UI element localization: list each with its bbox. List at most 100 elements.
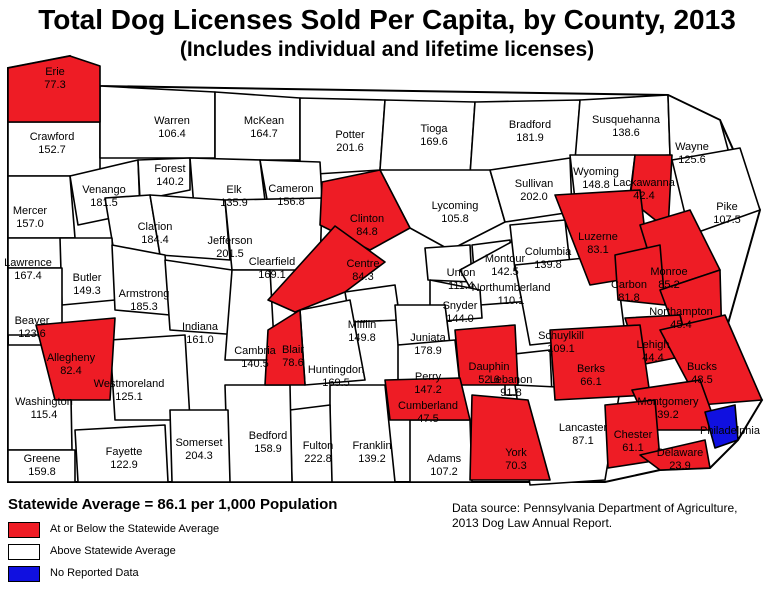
county-name-dauphin: Dauphin xyxy=(469,361,510,373)
county-fayette xyxy=(74,424,169,483)
county-name-lackawanna: Lackawanna xyxy=(613,177,676,189)
county-name-delaware: Delaware xyxy=(657,447,703,459)
county-value-mifflin: 149.8 xyxy=(348,332,376,344)
county-label-mifflin: Mifflin 149.8 xyxy=(348,319,377,344)
county-name-centre: Centre xyxy=(346,258,379,270)
county-delaware xyxy=(639,439,711,471)
county-name-fulton: Fulton xyxy=(303,440,334,452)
county-name-crawford: Crawford xyxy=(30,131,75,143)
county-name-westmoreland: Westmoreland xyxy=(94,378,165,390)
county-value-delaware: 23.9 xyxy=(669,460,690,472)
county-blair xyxy=(264,309,306,386)
county-label-washington: Washington 115.4 xyxy=(15,396,73,421)
county-name-union: Union xyxy=(447,267,476,279)
county-label-warren: Warren 106.4 xyxy=(154,115,190,140)
county-label-indiana: Indiana 161.0 xyxy=(182,321,219,346)
county-value-somerset: 204.3 xyxy=(185,450,213,462)
county-label-cambria: Cambria 140.5 xyxy=(234,345,276,370)
county-name-clinton: Clinton xyxy=(350,213,384,225)
county-label-lackawanna: Lackawanna 42.4 xyxy=(613,177,676,202)
county-value-lancaster: 87.1 xyxy=(572,435,593,447)
county-centre xyxy=(267,225,386,313)
map-subtitle: (Includes individual and lifetime licens… xyxy=(179,38,595,61)
county-label-schuylkill: Schuylkill 109.1 xyxy=(538,330,584,355)
county-name-jefferson: Jefferson xyxy=(207,235,252,247)
county-label-lawrence: Lawrence 167.4 xyxy=(4,257,52,282)
county-label-potter: Potter 201.6 xyxy=(335,129,365,154)
county-value-montgomery: 39.2 xyxy=(657,409,678,421)
county-value-cameron: 156.8 xyxy=(277,196,305,208)
county-value-carbon: 81.8 xyxy=(618,292,639,304)
county-value-potter: 201.6 xyxy=(336,142,364,154)
county-allegheny xyxy=(35,317,116,401)
data-source-line-1: Data source: Pennsylvania Department of … xyxy=(452,501,738,515)
legend-swatch-above xyxy=(8,544,40,560)
county-name-mifflin: Mifflin xyxy=(348,319,377,331)
county-label-clarion: Clarion 184.4 xyxy=(138,221,173,246)
county-value-beaver: 123.6 xyxy=(18,328,46,340)
county-name-cameron: Cameron xyxy=(268,183,313,195)
legend-label-above: Above Statewide Average xyxy=(50,545,176,557)
county-value-wayne: 125.6 xyxy=(678,154,706,166)
county-name-huntingdon: Huntingdon xyxy=(308,364,364,376)
county-value-erie: 77.3 xyxy=(44,79,65,91)
county-name-blair: Blair xyxy=(282,344,304,356)
county-value-cumberland: 47.5 xyxy=(417,413,438,425)
county-label-wayne: Wayne 125.6 xyxy=(675,141,709,166)
county-label-perry: Perry 147.2 xyxy=(414,371,442,396)
county-jefferson xyxy=(149,194,231,261)
county-label-clearfield: Clearfield 169.1 xyxy=(249,256,295,281)
county-value-armstrong: 185.3 xyxy=(130,301,158,313)
county-value-clinton: 84.8 xyxy=(356,226,377,238)
county-value-clarion: 184.4 xyxy=(141,234,169,246)
county-name-chester: Chester xyxy=(614,429,653,441)
county-label-butler: Butler 149.3 xyxy=(73,272,102,297)
county-value-pike: 107.5 xyxy=(713,214,741,226)
county-name-lawrence: Lawrence xyxy=(4,257,52,269)
county-label-adams: Adams 107.2 xyxy=(427,453,462,478)
county-name-northumberland: Northumberland xyxy=(472,282,551,294)
county-label-fayette: Fayette 122.9 xyxy=(106,446,143,471)
county-value-forest: 140.2 xyxy=(156,176,184,188)
county-name-pike: Pike xyxy=(716,201,737,213)
county-value-fulton: 222.8 xyxy=(304,453,332,465)
county-value-clearfield: 169.1 xyxy=(258,269,286,281)
county-label-bucks: Bucks 48.5 xyxy=(687,361,717,386)
county-name-philadelphia: Philadelphia xyxy=(700,425,761,437)
county-franklin xyxy=(329,384,396,483)
county-name-allegheny: Allegheny xyxy=(47,352,96,364)
county-label-bradford: Bradford 181.9 xyxy=(509,119,551,144)
legend-swatch-below xyxy=(8,522,40,538)
county-label-philadelphia: Philadelphia xyxy=(700,425,761,437)
county-value-snyder: 144.0 xyxy=(446,313,474,325)
county-label-susquehanna: Susquehanna 138.6 xyxy=(592,114,661,139)
county-label-mercer: Mercer 157.0 xyxy=(13,205,48,230)
county-name-butler: Butler xyxy=(73,272,102,284)
county-value-lawrence: 167.4 xyxy=(14,270,42,282)
county-name-fayette: Fayette xyxy=(106,446,143,458)
county-name-warren: Warren xyxy=(154,115,190,127)
county-value-perry: 147.2 xyxy=(414,384,442,396)
county-value-chester: 61.1 xyxy=(622,442,643,454)
county-name-juniata: Juniata xyxy=(410,332,446,344)
county-label-greene: Greene 159.8 xyxy=(24,453,61,478)
county-name-berks: Berks xyxy=(577,363,606,375)
county-cumberland xyxy=(384,377,471,421)
county-value-cambria: 140.5 xyxy=(241,358,269,370)
county-somerset xyxy=(169,409,231,483)
statewide-average: Statewide Average = 86.1 per 1,000 Popul… xyxy=(8,496,338,513)
county-label-jefferson: Jefferson 201.5 xyxy=(207,235,252,260)
county-name-clarion: Clarion xyxy=(138,221,173,233)
county-label-montour: Montour 142.5 xyxy=(485,253,526,278)
county-philadelphia xyxy=(704,404,739,449)
county-value-allegheny: 82.4 xyxy=(60,365,81,377)
county-value-crawford: 152.7 xyxy=(38,144,66,156)
county-value-westmoreland: 125.1 xyxy=(115,391,143,403)
county-name-montour: Montour xyxy=(485,253,526,265)
county-label-clinton: Clinton 84.8 xyxy=(350,213,384,238)
county-name-cambria: Cambria xyxy=(234,345,276,357)
county-value-bucks: 48.5 xyxy=(691,374,712,386)
county-value-monroe: 85.2 xyxy=(658,279,679,291)
county-name-bedford: Bedford xyxy=(249,430,288,442)
